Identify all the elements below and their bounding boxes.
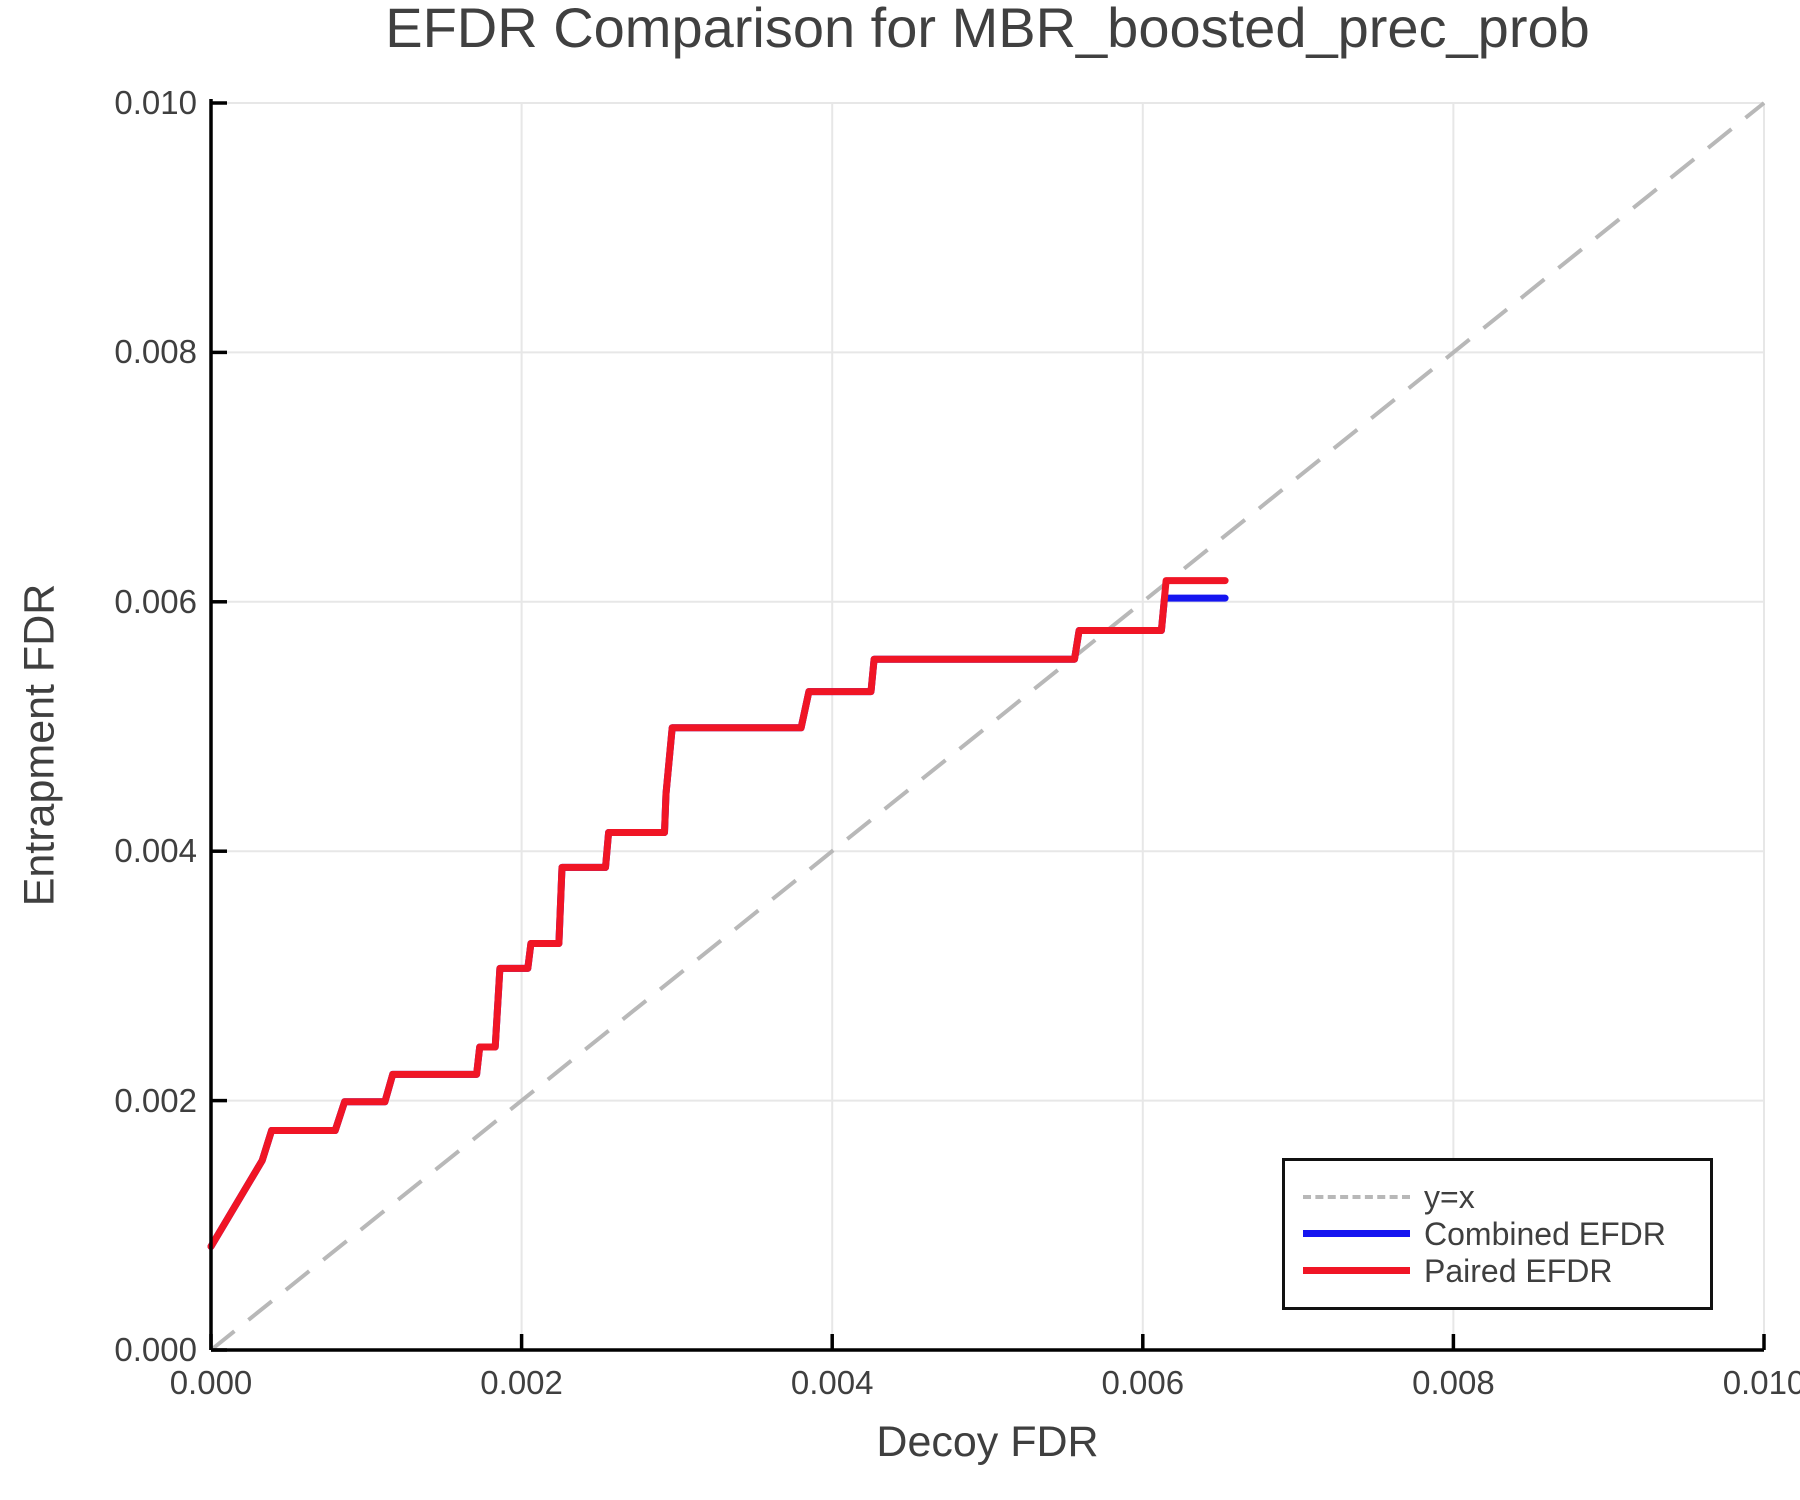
series-line-paired-efdr <box>207 577 1229 1250</box>
legend-row-yx: y=x <box>1303 1178 1710 1215</box>
y-tick-label: 0.000 <box>114 1331 197 1368</box>
paired-line-sample <box>1303 1267 1410 1274</box>
chart-title: EFDR Comparison for MBR_boosted_prec_pro… <box>385 0 1590 59</box>
series-line-y-x <box>209 101 1766 1352</box>
x-tick-label: 0.006 <box>1101 1364 1185 1401</box>
legend-row-combined: Combined EFDR <box>1303 1215 1710 1252</box>
x-tick-label: 0.004 <box>790 1364 874 1401</box>
legend-row-paired: Paired EFDR <box>1303 1252 1710 1289</box>
x-tick-label: 0.002 <box>480 1364 563 1401</box>
y-tick-label: 0.008 <box>114 333 197 371</box>
x-tick-label: 0.010 <box>1722 1364 1800 1401</box>
legend-label-combined: Combined EFDR <box>1424 1215 1666 1252</box>
y-tick-label: 0.006 <box>114 582 197 620</box>
combined-line-sample <box>1303 1230 1410 1237</box>
yx-dashed-line-sample <box>1303 1194 1410 1199</box>
legend-label-yx: y=x <box>1424 1178 1475 1215</box>
y-tick-label: 0.010 <box>114 84 197 121</box>
y-tick-label: 0.002 <box>114 1081 197 1119</box>
legend: y=x Combined EFDR Paired EFDR <box>1282 1158 1713 1310</box>
x-tick-label: 0.008 <box>1412 1364 1495 1401</box>
y-tick-label: 0.004 <box>114 832 197 870</box>
x-axis-title: Decoy FDR <box>876 1418 1099 1466</box>
x-tick-label: 0.000 <box>169 1364 253 1401</box>
legend-label-paired: Paired EFDR <box>1424 1252 1613 1289</box>
series-line-combined-efdr <box>207 594 1229 1250</box>
